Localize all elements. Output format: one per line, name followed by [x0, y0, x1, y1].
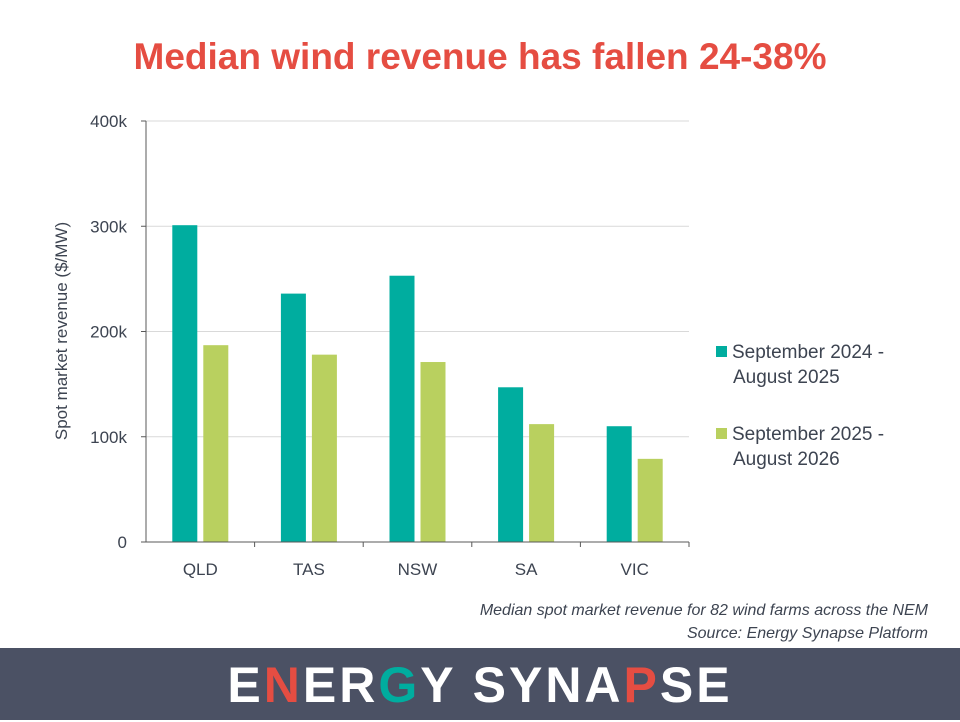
legend-swatch-series-1 [716, 346, 727, 357]
y-tick-label: 100k [90, 428, 127, 447]
bar-sa-series-1 [498, 387, 524, 542]
bar-tas-series-1 [280, 293, 306, 542]
bar-tas-series-2 [311, 354, 337, 542]
x-tick-label: SA [515, 560, 538, 579]
x-tick-label: TAS [293, 560, 325, 579]
bar-qld-series-1 [172, 225, 198, 542]
chart-title: Median wind revenue has fallen 24-38% [133, 36, 827, 77]
chart-source: Source: Energy Synapse Platform [686, 625, 928, 642]
legend-label-series-1-line-2: August 2025 [733, 367, 840, 388]
y-tick-label: 400k [90, 112, 127, 131]
legend-item-series-1: September 2024 - August 2025 [716, 340, 936, 390]
chart-footnote: Median spot market revenue for 82 wind f… [479, 602, 928, 619]
y-tick-label: 300k [90, 217, 127, 236]
bar-vic-series-1 [606, 426, 632, 542]
energy-synapse-logo: ENERGY SYNAPSE [227, 657, 733, 713]
bar-nsw-series-2 [420, 362, 446, 542]
legend-label-series-1-line-1: September 2024 - [732, 342, 885, 363]
bar-qld-series-2 [203, 345, 229, 542]
bar-chart: 0 100k 200k 300k 400k QLD TAS NSW SA VIC Spot mar… [52, 112, 690, 579]
y-axis-label: Spot market revenue ($/MW) [52, 222, 71, 440]
legend-label-series-2-line-2: August 2026 [733, 449, 840, 470]
bar-sa-series-2 [529, 424, 555, 542]
footer-bar: ENERGY SYNAPSE [0, 648, 960, 720]
bars [172, 225, 663, 542]
legend-item-series-2: September 2025 - August 2026 [716, 422, 936, 472]
legend-label-series-2-line-1: September 2025 - [732, 424, 885, 445]
bar-nsw-series-1 [389, 275, 415, 542]
y-tick-label: 0 [118, 533, 127, 552]
x-tick-label: QLD [183, 560, 218, 579]
bar-vic-series-2 [637, 458, 663, 542]
x-tick-label: VIC [621, 560, 649, 579]
y-tick-label: 200k [90, 323, 127, 342]
x-tick-label: NSW [398, 560, 438, 579]
axes: 0 100k 200k 300k 400k QLD TAS NSW SA VIC [90, 112, 690, 579]
legend-swatch-series-2 [716, 428, 727, 439]
gridlines [146, 120, 689, 438]
